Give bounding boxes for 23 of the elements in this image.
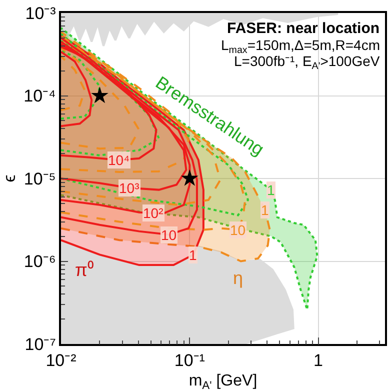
x-tick-label: 10⁻¹ — [174, 351, 206, 370]
annotation: 10³ — [119, 180, 140, 196]
y-tick-label: 10⁻³ — [25, 4, 56, 23]
y-tick-label: 10⁻⁵ — [24, 169, 56, 188]
x-tick-label: 1 — [314, 351, 324, 370]
annotation: 1 — [261, 202, 269, 218]
annotation: L=300fb⁻¹, E$_{A'}$>100GeV — [234, 53, 380, 72]
y-tick-label: 10⁻⁴ — [24, 86, 56, 106]
annotation: 10⁴ — [108, 152, 130, 168]
annotation: 10 — [230, 222, 246, 238]
y-tick-label: 10⁻⁶ — [24, 252, 56, 272]
annotation: 10 — [161, 227, 177, 243]
x-axis-title: m$_{A'}$ [GeV] — [188, 372, 258, 392]
annotation: 10² — [143, 205, 164, 221]
text: FASER: near location — [227, 20, 380, 37]
annotation: 1 — [189, 247, 197, 263]
x-tick-label: 10⁻² — [46, 351, 77, 370]
annotation: L$_{max}$=150m,Δ=5m,R=4cm — [221, 37, 380, 56]
y-axis-title: ϵ — [0, 174, 19, 182]
annotation: η — [233, 268, 244, 288]
y-tick-label: 10⁻⁷ — [24, 334, 56, 354]
annotation: 1 — [267, 182, 275, 198]
annotation: π⁰ — [75, 260, 94, 280]
